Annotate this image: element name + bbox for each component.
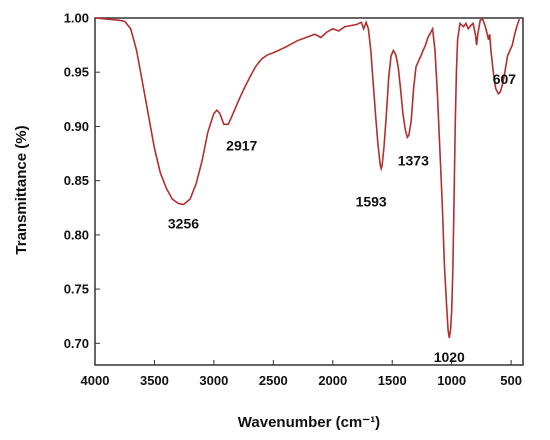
peak-label: 3256 — [168, 216, 199, 232]
x-axis-ticks: 4000 3500 3000 2500 2000 1500 1000 500 — [81, 360, 522, 388]
x-tick-label: 2000 — [318, 373, 347, 388]
y-tick-label: 0.75 — [64, 282, 89, 297]
x-tick-label: 2500 — [259, 373, 288, 388]
peak-label: 607 — [493, 71, 517, 87]
x-tick-label: 4000 — [81, 373, 110, 388]
y-tick-label: 0.95 — [64, 65, 89, 80]
x-tick-label: 1000 — [437, 373, 466, 388]
x-axis-title: Wavenumber (cm⁻¹) — [238, 414, 380, 431]
plot-area — [94, 17, 524, 366]
series-line — [94, 17, 521, 339]
peak-label: 2917 — [226, 137, 257, 153]
peak-label: 1020 — [434, 349, 465, 365]
y-axis-ticks: 0.70 0.75 0.80 0.85 0.90 0.95 1.00 — [64, 11, 100, 351]
x-tick-label: 3500 — [140, 373, 169, 388]
y-axis-title: Transmittance (%) — [13, 125, 30, 254]
x-tick-label: 3000 — [199, 373, 228, 388]
x-tick-label: 500 — [500, 373, 522, 388]
y-tick-label: 0.70 — [64, 336, 89, 351]
peak-label: 1373 — [398, 152, 429, 168]
x-tick-label: 1500 — [378, 373, 407, 388]
y-tick-label: 0.80 — [64, 227, 89, 242]
y-tick-label: 1.00 — [64, 11, 89, 26]
y-tick-label: 0.85 — [64, 173, 89, 188]
peak-label: 1593 — [356, 194, 387, 210]
peak-annotations: 3256 2917 1593 1373 1020 607 — [168, 71, 516, 365]
y-tick-label: 0.90 — [64, 119, 89, 134]
